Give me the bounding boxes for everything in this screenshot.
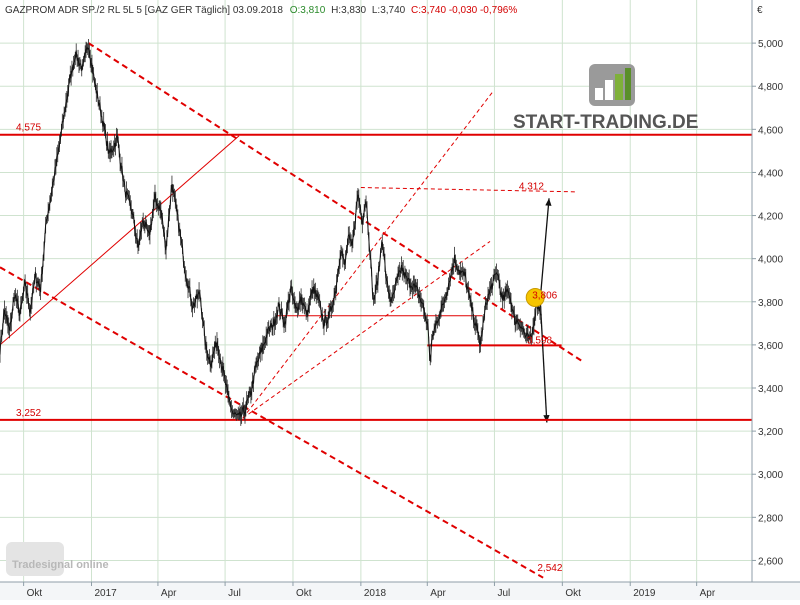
logo-bar-3 (615, 74, 623, 100)
bullish-arrow (539, 198, 550, 300)
x-tick-label: Okt (565, 588, 581, 599)
open-value: O:3,810 (290, 5, 326, 16)
x-axis-ticks: Okt 2017 Apr Jul Okt 2018 Apr Jul Okt 2019 Apr (23, 582, 716, 599)
tradesignal-watermark: Tradesignal online (6, 542, 109, 576)
y-tick-label: 4,400 (758, 168, 783, 179)
downtrend-channel-lower-line (0, 266, 544, 579)
bearish-arrow (539, 299, 548, 423)
level-label: 4,575 (16, 123, 41, 134)
resistance-4312-line (360, 187, 577, 193)
y-axis-ticks: 2,600 2,800 3,000 3,200 3,400 3,600 3,800 4,000… (752, 39, 783, 567)
low-value: L:3,740 (372, 5, 406, 16)
price-annotations: 4,312 3,806 3,598 2,542 (519, 181, 563, 574)
x-axis-band (0, 582, 800, 600)
price-annotation-label: 4,312 (519, 181, 544, 192)
y-tick-label: 5,000 (758, 39, 783, 50)
price-annotation-label: 3,598 (527, 335, 552, 346)
uptrend-channel-lower-line (242, 241, 491, 419)
grid-lines (0, 0, 752, 582)
logo-text: START-TRADING.DE (513, 112, 698, 133)
x-tick-label: Apr (430, 588, 446, 599)
logo-bar-2 (605, 80, 613, 100)
y-tick-label: 2,800 (758, 513, 783, 524)
y-tick-label: 4,800 (758, 82, 783, 93)
x-tick-label: Okt (296, 588, 312, 599)
y-tick-label: 2,600 (758, 556, 783, 567)
price-series (0, 38, 542, 426)
x-tick-label: Okt (27, 588, 43, 599)
level-label: 3,252 (16, 408, 41, 419)
x-tick-label: 2017 (95, 588, 118, 599)
long-uptrend-line (0, 135, 240, 346)
current-price-marker (525, 287, 545, 307)
svg-text:GAZPROM ADR SP./2 RL 5L 5 [GAZ: GAZPROM ADR SP./2 RL 5L 5 [GAZ GER Tägli… (5, 5, 517, 16)
y-tick-label: 3,600 (758, 341, 783, 352)
downtrend-resistance-line (88, 42, 585, 363)
y-tick-label: 3,400 (758, 384, 783, 395)
bearish-arrow-head (543, 414, 550, 423)
x-tick-label: Apr (161, 588, 177, 599)
x-tick-label: 2018 (364, 588, 387, 599)
logo-bar-4 (625, 68, 631, 100)
price-line (0, 46, 542, 419)
price-annotation-label: 2,542 (537, 563, 562, 574)
price-annotation-label: 3,806 (532, 290, 557, 301)
chart-header: GAZPROM ADR SP./2 RL 5L 5 [GAZ GER Tägli… (5, 5, 517, 16)
high-value: H:3,830 (331, 5, 366, 16)
y-tick-label: 3,200 (758, 427, 783, 438)
y-tick-label: 4,200 (758, 212, 783, 223)
currency-label: € (757, 5, 763, 16)
uptrend-channel-upper-line (242, 90, 495, 419)
y-tick-label: 3,800 (758, 298, 783, 309)
x-tick-label: Apr (700, 588, 716, 599)
trend-lines (0, 42, 585, 579)
y-tick-label: 3,000 (758, 470, 783, 481)
y-tick-label: 4,000 (758, 255, 783, 266)
horizontal-levels: 4,575 3,252 (0, 123, 752, 421)
bullish-arrow-head (545, 198, 552, 206)
x-tick-label: 2019 (633, 588, 656, 599)
x-tick-label: Jul (497, 588, 510, 599)
x-tick-label: Jul (228, 588, 241, 599)
logo-bar-1 (595, 88, 603, 100)
close-value: C:3,740 -0,030 -0,796% (411, 5, 517, 16)
instrument-label: GAZPROM ADR SP./2 RL 5L 5 [GAZ GER Tägli… (5, 5, 283, 16)
watermark-text: Tradesignal online (12, 559, 109, 571)
y-tick-label: 4,600 (758, 125, 783, 136)
watermark-badge (6, 542, 64, 576)
start-trading-logo: START-TRADING.DE (513, 64, 698, 133)
